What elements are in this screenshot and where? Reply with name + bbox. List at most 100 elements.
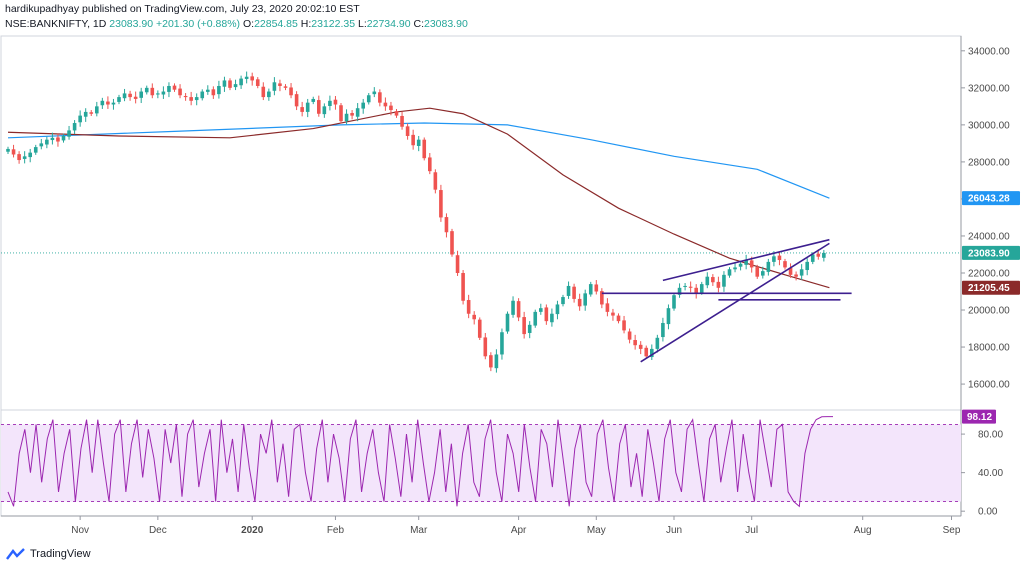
ohlc-legend: NSE:BANKNIFTY, 1D 23083.90 +201.30 (+0.8…	[5, 18, 468, 30]
candle-body	[344, 113, 349, 122]
candle-body	[133, 96, 138, 99]
rsi-tick-label: 0.00	[978, 507, 998, 518]
candle-body	[267, 91, 271, 98]
price-tick-label: 30000.00	[968, 120, 1010, 131]
candle-body	[744, 260, 748, 265]
rsi-band	[1, 424, 961, 502]
candle-body	[167, 85, 171, 92]
candle-body	[733, 267, 737, 270]
candle-body	[411, 134, 415, 146]
time-axis-ticks: Nov Dec 2020 Feb Mar Apr May Jun Jul Aug Sep	[71, 516, 961, 536]
rsi-tick-label: 80.00	[978, 430, 1003, 441]
candle-body	[305, 102, 310, 112]
candle-body	[711, 277, 715, 283]
candle-body	[461, 272, 465, 301]
candle-body	[422, 139, 427, 159]
rsi-tag-label: 98.12	[967, 412, 992, 423]
price-tag-label: 21205.45	[968, 283, 1010, 294]
candle-body	[128, 93, 132, 98]
candle-body	[255, 79, 260, 86]
candle-body	[322, 106, 327, 115]
candle-body	[328, 100, 332, 106]
candle-body	[761, 271, 765, 276]
candle-body	[228, 80, 232, 88]
candle-body	[511, 300, 515, 315]
tradingview-logo-icon	[6, 548, 25, 560]
high-label: H:	[300, 18, 312, 30]
candle-body	[611, 312, 615, 316]
candle-body	[272, 82, 277, 91]
candle-body	[183, 95, 188, 98]
candle-body	[78, 115, 82, 123]
candle-body	[100, 100, 105, 106]
candle-body	[677, 287, 682, 295]
candle-body	[394, 111, 399, 116]
published-note: hardikupadhyay published on TradingView.…	[5, 3, 360, 15]
candle-body	[333, 99, 338, 105]
candle-body	[150, 87, 155, 96]
candle-body	[650, 348, 654, 358]
candle-body	[533, 311, 538, 326]
candle-body	[577, 298, 582, 307]
trendline-wedge-upper	[662, 238, 830, 282]
candle-body	[561, 297, 565, 305]
candle-body	[544, 307, 549, 322]
candle-body	[489, 355, 493, 368]
time-tick-label: Apr	[511, 525, 527, 536]
candle-body	[716, 281, 721, 288]
candle-body	[33, 147, 38, 153]
candle-body	[783, 261, 787, 268]
candle-body	[699, 284, 704, 293]
candle-body	[50, 137, 55, 141]
time-tick-label: Jul	[745, 525, 758, 536]
candle-body	[633, 340, 637, 346]
candle-body	[749, 260, 754, 268]
candle-body	[799, 269, 804, 276]
time-tick-label: 2020	[241, 525, 264, 536]
candle-body	[444, 217, 449, 233]
candle-body	[655, 337, 660, 349]
candle-body	[777, 255, 782, 261]
candle-body	[317, 100, 321, 114]
candle-body	[483, 337, 488, 357]
candle-body	[822, 252, 826, 258]
time-tick-label: Nov	[71, 525, 89, 536]
candle-body	[472, 314, 476, 320]
candle-body	[428, 157, 432, 172]
price-tags: 26043.28 23083.90 21205.45 98.12	[962, 191, 1020, 424]
candle-body	[339, 105, 343, 122]
candle-body	[683, 285, 687, 287]
candle-body	[522, 317, 526, 335]
candle-body	[816, 253, 821, 257]
price-tick-label: 20000.00	[968, 306, 1010, 317]
trendline-wedge-lower	[640, 242, 830, 363]
time-tick-label: May	[587, 525, 606, 536]
candle-body	[17, 154, 21, 161]
time-tick-label: Feb	[327, 525, 345, 536]
candle-body	[289, 87, 293, 96]
candle-body	[39, 143, 44, 147]
candle-body	[6, 148, 10, 152]
tradingview-wordmark: TradingView	[30, 548, 91, 560]
candle-body	[106, 101, 110, 105]
candle-body	[200, 91, 205, 99]
candle-body	[805, 261, 809, 271]
tradingview-logo[interactable]: TradingView	[6, 548, 91, 560]
candle-body	[311, 98, 316, 102]
close-value: 23083.90	[423, 18, 468, 30]
candle-body	[644, 347, 649, 357]
open-value: 22854.85	[254, 18, 298, 30]
trendlines[interactable]	[601, 238, 852, 363]
price-tick-label: 28000.00	[968, 157, 1010, 168]
price-pane[interactable]	[0, 35, 962, 411]
sma-long-line	[7, 122, 830, 199]
price-tag-label: 23083.90	[968, 248, 1010, 259]
open-label: O:	[242, 18, 255, 30]
candle-body	[355, 108, 360, 117]
time-tick-label: Jun	[666, 525, 682, 536]
candle-body	[622, 320, 626, 331]
symbol-label: NSE:BANKNIFTY, 1D	[5, 18, 107, 30]
candle-body	[738, 263, 743, 267]
candle-body	[638, 344, 643, 349]
